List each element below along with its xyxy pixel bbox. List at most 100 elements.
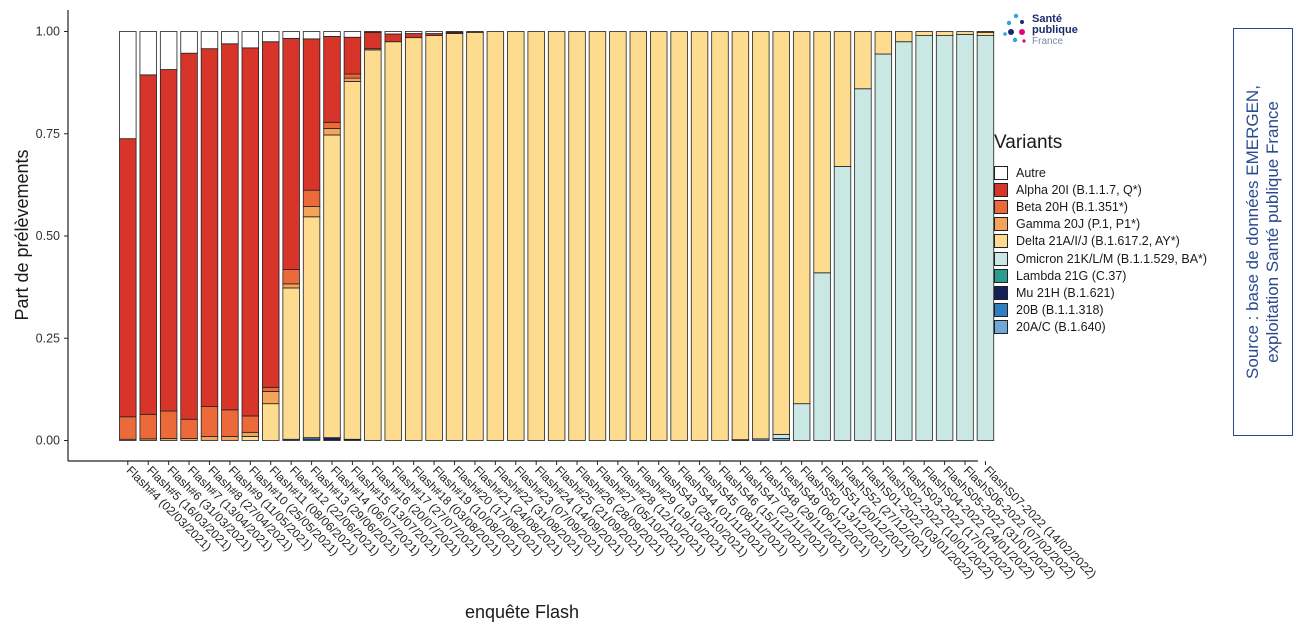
bar-segment <box>670 31 688 441</box>
logo-text-france: France <box>1032 36 1064 47</box>
legend-swatch <box>994 251 1008 266</box>
bar-segment <box>609 31 627 441</box>
legend-title: Variants <box>994 132 1063 153</box>
legend-label: Lambda 21G (C.37) <box>1016 268 1127 283</box>
logo-dots-icon <box>1003 13 1026 43</box>
bar-segment <box>486 31 505 441</box>
legend-item: Delta 21A/I/J (B.1.617.2, AY*) <box>994 233 1207 250</box>
bar-segment <box>343 77 362 82</box>
legend-item: Lambda 21G (C.37) <box>994 267 1207 284</box>
bar-segment <box>200 436 219 441</box>
legend-swatch <box>994 182 1008 197</box>
bar-segment <box>159 410 178 439</box>
bar-segment <box>323 134 341 439</box>
bar-segment <box>813 272 831 441</box>
source-line-2: exploitation Santé publique France <box>1263 101 1282 363</box>
bar-segment <box>221 409 239 437</box>
bar-segment <box>629 31 648 441</box>
legend-item: Alpha 20I (B.1.1.7, Q*) <box>994 181 1207 198</box>
bar-segment <box>507 31 525 441</box>
bar-segment <box>180 31 198 54</box>
y-tick-label: 0.00 <box>36 434 60 448</box>
bar-segment <box>466 31 484 441</box>
legend-label: Omicron 21K/L/M (B.1.1.529, BA*) <box>1016 251 1208 266</box>
bar-segment <box>323 36 341 123</box>
bar-segment <box>527 31 545 441</box>
legend-item: 20B (B.1.1.318) <box>994 302 1207 319</box>
bar-segment <box>772 433 790 439</box>
bar-segment <box>956 33 974 441</box>
bar-segment <box>282 287 300 440</box>
bar-segment <box>731 31 750 441</box>
bar-segment <box>690 31 709 441</box>
legend-label: 20B (B.1.1.318) <box>1016 303 1104 318</box>
bar-segment <box>650 31 668 441</box>
bar-segment <box>895 31 913 43</box>
bar-segment <box>792 403 811 441</box>
legend-label: Delta 21A/I/J (B.1.617.2, AY*) <box>1016 234 1180 249</box>
legend-item: Omicron 21K/L/M (B.1.1.529, BA*) <box>994 250 1207 267</box>
bar-segment <box>384 41 402 441</box>
legend-swatch <box>994 268 1008 283</box>
bar-segment <box>976 31 995 33</box>
bar-segment <box>323 437 341 441</box>
bar-segment <box>874 53 893 441</box>
legend-label: Mu 21H (B.1.621) <box>1016 285 1115 300</box>
bar-segment <box>159 69 178 412</box>
bar-segment <box>568 31 586 441</box>
bar-segment <box>895 41 913 441</box>
bar-segment <box>364 31 382 50</box>
bar-segment <box>241 415 260 433</box>
bar-segment <box>343 73 362 79</box>
bar-segment <box>221 43 239 411</box>
bar-segment <box>241 47 260 417</box>
bar-segment <box>139 31 157 76</box>
bar-segment <box>262 403 280 441</box>
bar-segment <box>445 31 464 33</box>
bar-segment <box>364 31 382 33</box>
bar-segment <box>425 31 443 34</box>
sante-publique-france-logo: Santé publique France <box>1002 12 1092 62</box>
bar-segment <box>343 36 362 75</box>
legend-swatch <box>994 303 1008 318</box>
bar-segment <box>302 216 321 439</box>
y-axis-label: Part de prélèvements <box>12 149 32 320</box>
y-tick-label: 1.00 <box>36 25 60 39</box>
bar-segment <box>343 31 362 38</box>
bar-segment <box>200 406 219 437</box>
legend-swatch <box>994 165 1008 180</box>
legend-swatch <box>994 234 1008 249</box>
x-axis-label: enquête Flash <box>465 602 579 622</box>
legend-item: Autre <box>994 164 1207 181</box>
legend-label: Beta 20H (B.1.351*) <box>1016 199 1128 214</box>
bar-segment <box>241 431 260 437</box>
bar-segment <box>282 269 300 285</box>
bar-segment <box>282 283 300 289</box>
legend-item: 20A/C (B.1.640) <box>994 319 1207 336</box>
bar-segment <box>241 31 260 49</box>
bar-segment <box>404 31 423 34</box>
bar-segment <box>119 138 137 418</box>
bar-segment <box>833 31 852 167</box>
logo-text-sante: Santé <box>1032 13 1062 25</box>
bar-segment <box>323 128 341 136</box>
bar-segment <box>119 416 137 440</box>
bar-segment <box>200 48 219 407</box>
legend: Variants Autre Alpha 20I (B.1.1.7, Q*) B… <box>994 132 1207 336</box>
legend-label: 20A/C (B.1.640) <box>1016 320 1106 335</box>
bar-segment <box>935 31 954 36</box>
bar-segment <box>813 31 831 274</box>
bar-segment <box>262 31 280 43</box>
bars <box>119 31 995 441</box>
bar-segment <box>200 31 219 50</box>
bar-segment <box>221 31 239 45</box>
bar-segment <box>241 436 260 441</box>
legend-swatch <box>994 217 1008 232</box>
bar-segment <box>119 31 137 140</box>
bar-segment <box>384 31 402 35</box>
bar-segment <box>221 436 239 441</box>
bar-segment <box>180 52 198 420</box>
bar-segment <box>302 31 321 40</box>
